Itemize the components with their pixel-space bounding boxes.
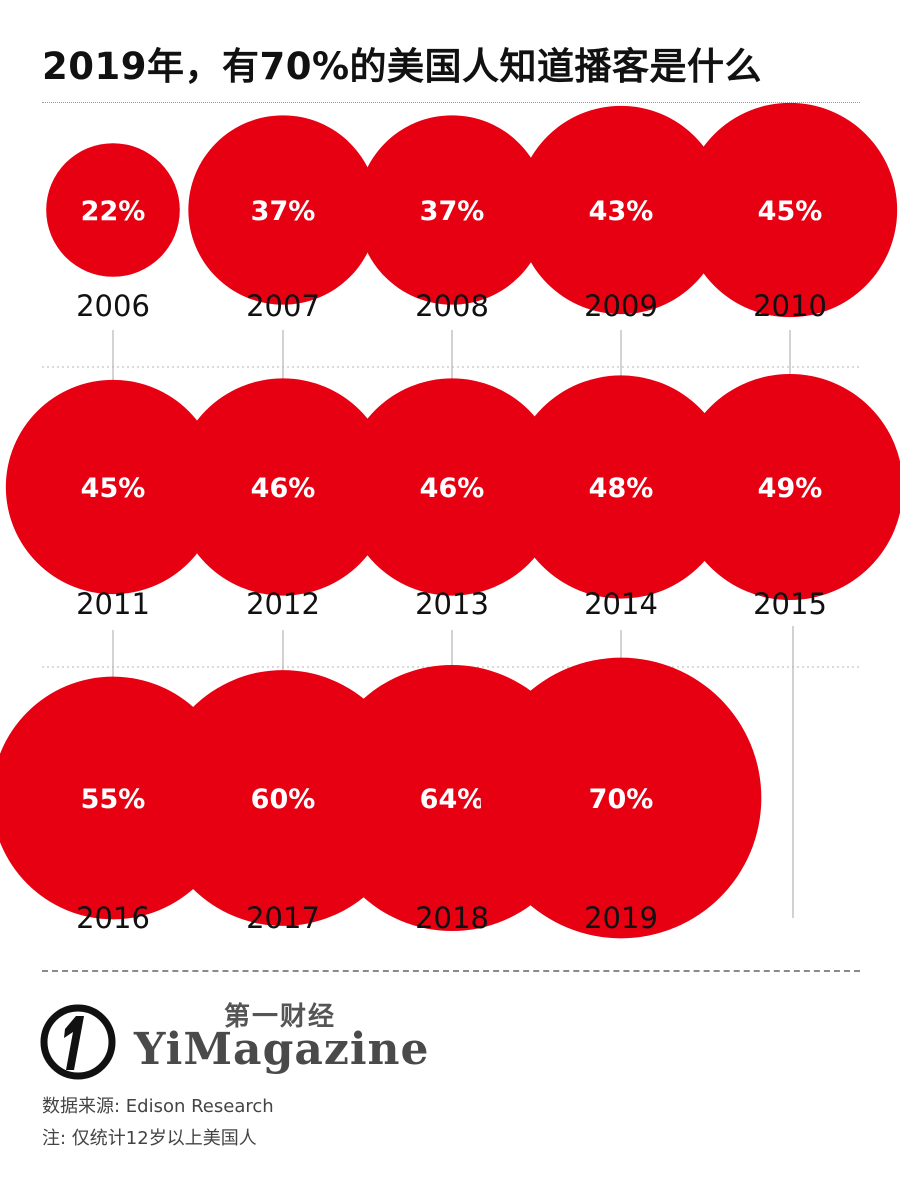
chart-title: 2019年，有70%的美国人知道播客是什么 (42, 45, 763, 88)
value-label-2007: 37% (251, 196, 316, 227)
value-label-2006: 22% (81, 196, 146, 227)
value-label-2015: 49% (758, 473, 823, 504)
year-label-2011: 2011 (76, 587, 150, 621)
year-label-2014: 2014 (584, 587, 658, 621)
year-label-2007: 2007 (246, 289, 320, 323)
year-label-2016: 2016 (76, 901, 150, 935)
footnote: 注: 仅统计12岁以上美国人 (42, 1128, 257, 1149)
bubble-chart: 22% 2006 37% 2007 37% 2008 43% 2009 45% 2010 45% 20… (0, 102, 900, 939)
footer-divider (42, 970, 860, 972)
value-label-2017: 60% (251, 784, 316, 815)
year-label-2019: 2019 (584, 901, 658, 935)
value-label-2018: 64% (420, 784, 485, 815)
year-label-2008: 2008 (415, 289, 489, 323)
logo-chinese-name: 第一财经 (224, 1002, 337, 1032)
yimagazine-logo-icon (40, 1004, 116, 1080)
title-divider (42, 102, 860, 103)
bubble-2007 (188, 115, 378, 305)
bubble-2010 (682, 102, 898, 318)
bubble-2014 (509, 375, 733, 599)
bubble-2009 (516, 105, 726, 315)
year-label-2012: 2012 (246, 587, 320, 621)
bubble-2015 (677, 374, 900, 600)
value-label-2012: 46% (251, 473, 316, 504)
value-label-2011: 45% (81, 473, 146, 504)
logo-english-name: YiMagazine (134, 1024, 430, 1075)
value-label-2008: 37% (420, 196, 485, 227)
data-source: 数据来源: Edison Research (42, 1096, 274, 1117)
bubble-2006 (46, 143, 180, 277)
bubble-2008 (357, 115, 547, 305)
value-label-2010: 45% (758, 196, 823, 227)
year-label-2017: 2017 (246, 901, 320, 935)
value-label-2019: 70% (589, 784, 654, 815)
value-label-2014: 48% (589, 473, 654, 504)
bubble-2011 (5, 379, 221, 595)
bubble-2012 (174, 378, 392, 596)
bubble-2013 (343, 378, 561, 596)
value-label-2009: 43% (589, 196, 654, 227)
value-label-2013: 46% (420, 473, 485, 504)
bubble-2019 (480, 657, 762, 939)
year-label-2013: 2013 (415, 587, 489, 621)
year-label-2015: 2015 (753, 587, 827, 621)
value-label-2016: 55% (81, 784, 146, 815)
year-label-2018: 2018 (415, 901, 489, 935)
year-label-2010: 2010 (753, 289, 827, 323)
year-label-2006: 2006 (76, 289, 150, 323)
year-label-2009: 2009 (584, 289, 658, 323)
